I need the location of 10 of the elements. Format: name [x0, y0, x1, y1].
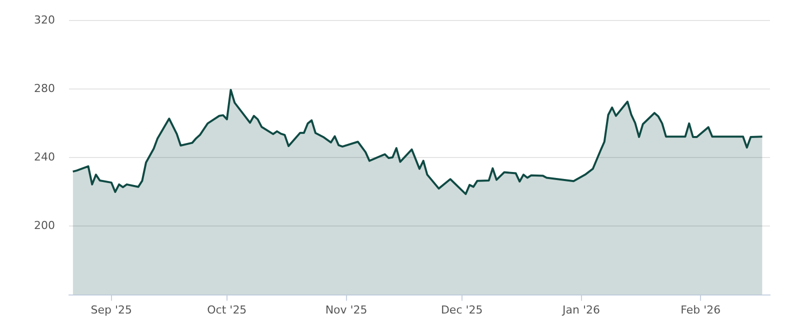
x-tick-label: Oct '25 — [207, 303, 247, 316]
y-tick-label: 320 — [34, 13, 55, 26]
x-tick-label: Feb '26 — [680, 303, 721, 316]
x-tick-label: Nov '25 — [325, 303, 368, 316]
x-tick-label: Dec '25 — [440, 303, 483, 316]
y-tick-label: 200 — [34, 219, 55, 232]
x-tick-label: Jan '26 — [562, 303, 600, 316]
y-tick-label: 280 — [34, 82, 55, 96]
y-tick-label: 240 — [34, 150, 55, 164]
x-tick-label: Sep '25 — [90, 303, 132, 316]
